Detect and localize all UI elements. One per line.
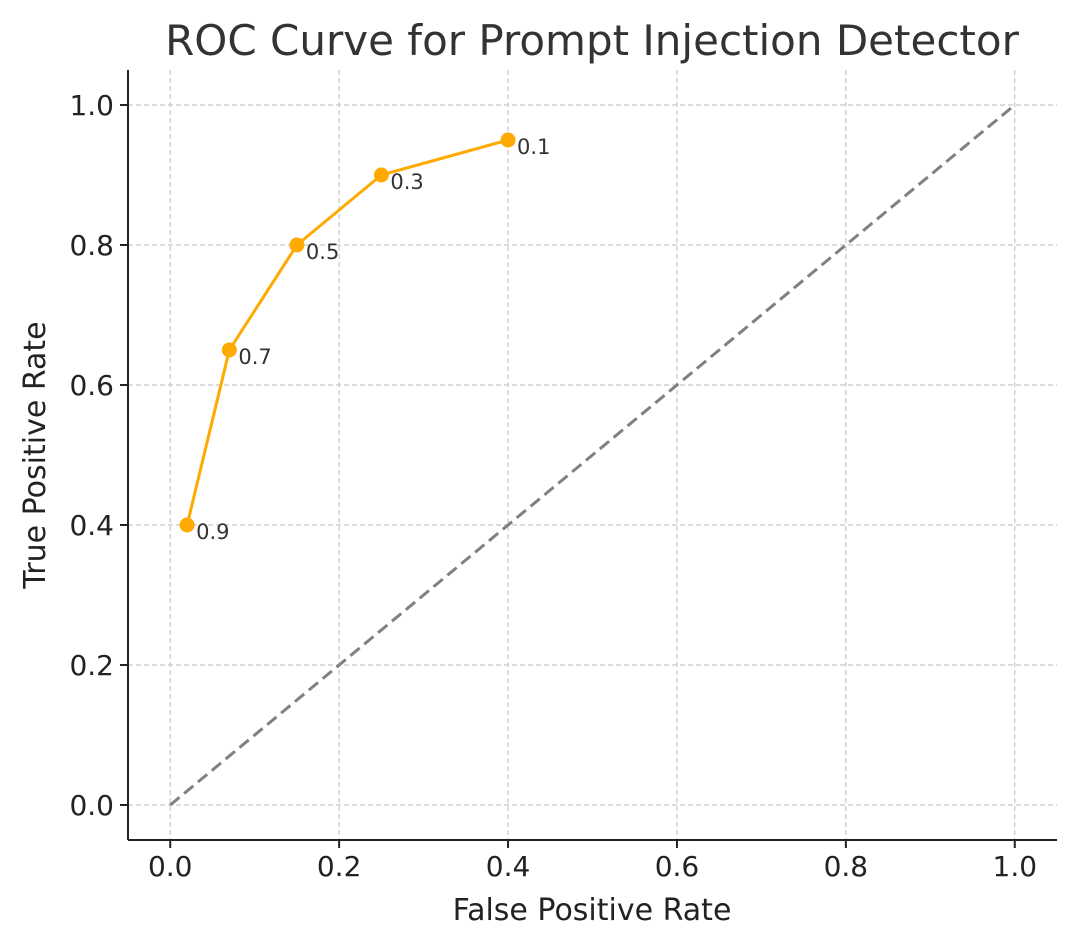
y-axis-label: True Positive Rate [18, 321, 53, 589]
x-tick-label: 0.4 [486, 850, 531, 883]
chart-title: ROC Curve for Prompt Injection Detector [165, 16, 1019, 65]
y-tick-label: 0.8 [69, 229, 114, 262]
x-tick-label: 1.0 [993, 850, 1038, 883]
y-tick-label: 0.4 [69, 509, 114, 542]
y-tick-label: 0.2 [69, 649, 114, 682]
x-tick-label: 0.2 [317, 850, 362, 883]
roc-point [289, 237, 305, 253]
roc-point [373, 167, 389, 183]
reference-diagonal-line [169, 103, 1016, 807]
reference-diagonal [169, 103, 1016, 807]
threshold-label: 0.3 [390, 170, 423, 194]
grid [128, 70, 1057, 840]
tick-labels: 0.0 0.2 0.4 0.6 0.8 1.0 0.0 0.2 0.4 0.6 0.8 1.0 [69, 89, 1037, 883]
threshold-label: 0.1 [517, 135, 550, 159]
roc-point [221, 342, 237, 358]
threshold-label: 0.5 [306, 240, 339, 264]
threshold-label: 0.9 [196, 520, 229, 544]
x-axis-label: False Positive Rate [453, 893, 732, 928]
x-tick-label: 0.6 [655, 850, 700, 883]
roc-series: 0.9 0.7 0.5 0.3 0.1 [179, 132, 550, 544]
roc-point [500, 132, 516, 148]
y-tick-label: 0.6 [69, 369, 114, 402]
roc-point [179, 517, 195, 533]
roc-curve-line [185, 138, 509, 526]
x-tick-label: 0.0 [148, 850, 193, 883]
x-tick-label: 0.8 [824, 850, 869, 883]
y-tick-label: 1.0 [69, 89, 114, 122]
threshold-label: 0.7 [238, 345, 271, 369]
y-tick-label: 0.0 [69, 789, 114, 822]
axes [120, 70, 1057, 848]
